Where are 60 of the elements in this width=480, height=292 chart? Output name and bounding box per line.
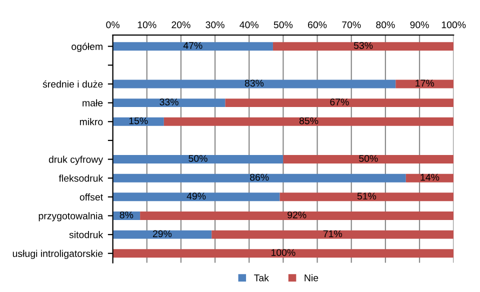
data-label: 47% (183, 42, 202, 49)
bar (112, 42, 273, 51)
legend-label: Tak (254, 274, 269, 282)
x-tick-label: 30% (206, 21, 224, 28)
data-label: 92% (288, 211, 306, 218)
data-label: 83% (244, 80, 264, 87)
bar (112, 249, 454, 258)
data-label: 86% (250, 174, 269, 181)
x-tick-label: 0% (106, 21, 120, 28)
bar (112, 230, 212, 239)
y-tick-label: offset (80, 193, 104, 201)
x-tick-label: 10% (138, 21, 156, 28)
data-label: 50% (188, 155, 208, 162)
bar (112, 155, 284, 164)
x-tick-label: 80% (376, 21, 395, 28)
y-tick-label: usługi introligatorskie (12, 250, 103, 259)
bar (212, 230, 454, 239)
bar (112, 117, 164, 126)
data-label: 53% (354, 42, 373, 49)
y-tick-label: sitodruk (69, 231, 104, 238)
x-tick-label: 20% (172, 21, 190, 28)
y-tick-label: fleksodruk (58, 174, 104, 182)
x-tick-label: 50% (274, 21, 293, 28)
bar (112, 98, 226, 108)
bar (283, 155, 454, 164)
data-label: 51% (357, 192, 376, 200)
x-tick-label: 100% (442, 21, 466, 28)
x-tick-label: 60% (308, 21, 327, 28)
data-label: 33% (160, 98, 178, 106)
data-label: 14% (420, 174, 440, 181)
y-tick-label: średnie i duże (42, 80, 103, 88)
x-tick-label: 70% (342, 21, 361, 28)
y-tick-label: małe (82, 99, 103, 106)
y-tick-label: mikro (80, 118, 103, 126)
bar (140, 212, 454, 220)
bar (406, 174, 454, 182)
data-label: 85% (299, 117, 318, 124)
y-tick-label: przygotowalnia (38, 212, 104, 222)
x-tick-label: 40% (240, 21, 259, 28)
bar (280, 192, 454, 202)
bar (225, 98, 454, 108)
legend-label: Nie (304, 274, 318, 282)
data-label: 100% (272, 249, 296, 256)
data-label: 15% (129, 117, 148, 124)
y-tick-label: druk cyfrowy (48, 156, 104, 165)
bar (112, 174, 406, 182)
data-label: 71% (323, 230, 342, 238)
data-label: 29% (152, 230, 172, 238)
data-label: 17% (416, 80, 434, 87)
bar (272, 42, 454, 51)
data-label: 67% (330, 98, 349, 106)
bar (164, 117, 454, 126)
x-tick-label: 90% (410, 21, 429, 28)
data-label: 50% (359, 155, 378, 162)
data-label: 49% (186, 192, 206, 200)
bar (112, 192, 280, 202)
bar (112, 80, 396, 88)
data-label: 8% (120, 211, 134, 218)
bar (396, 80, 454, 88)
y-tick-label: ogółem (72, 42, 102, 52)
